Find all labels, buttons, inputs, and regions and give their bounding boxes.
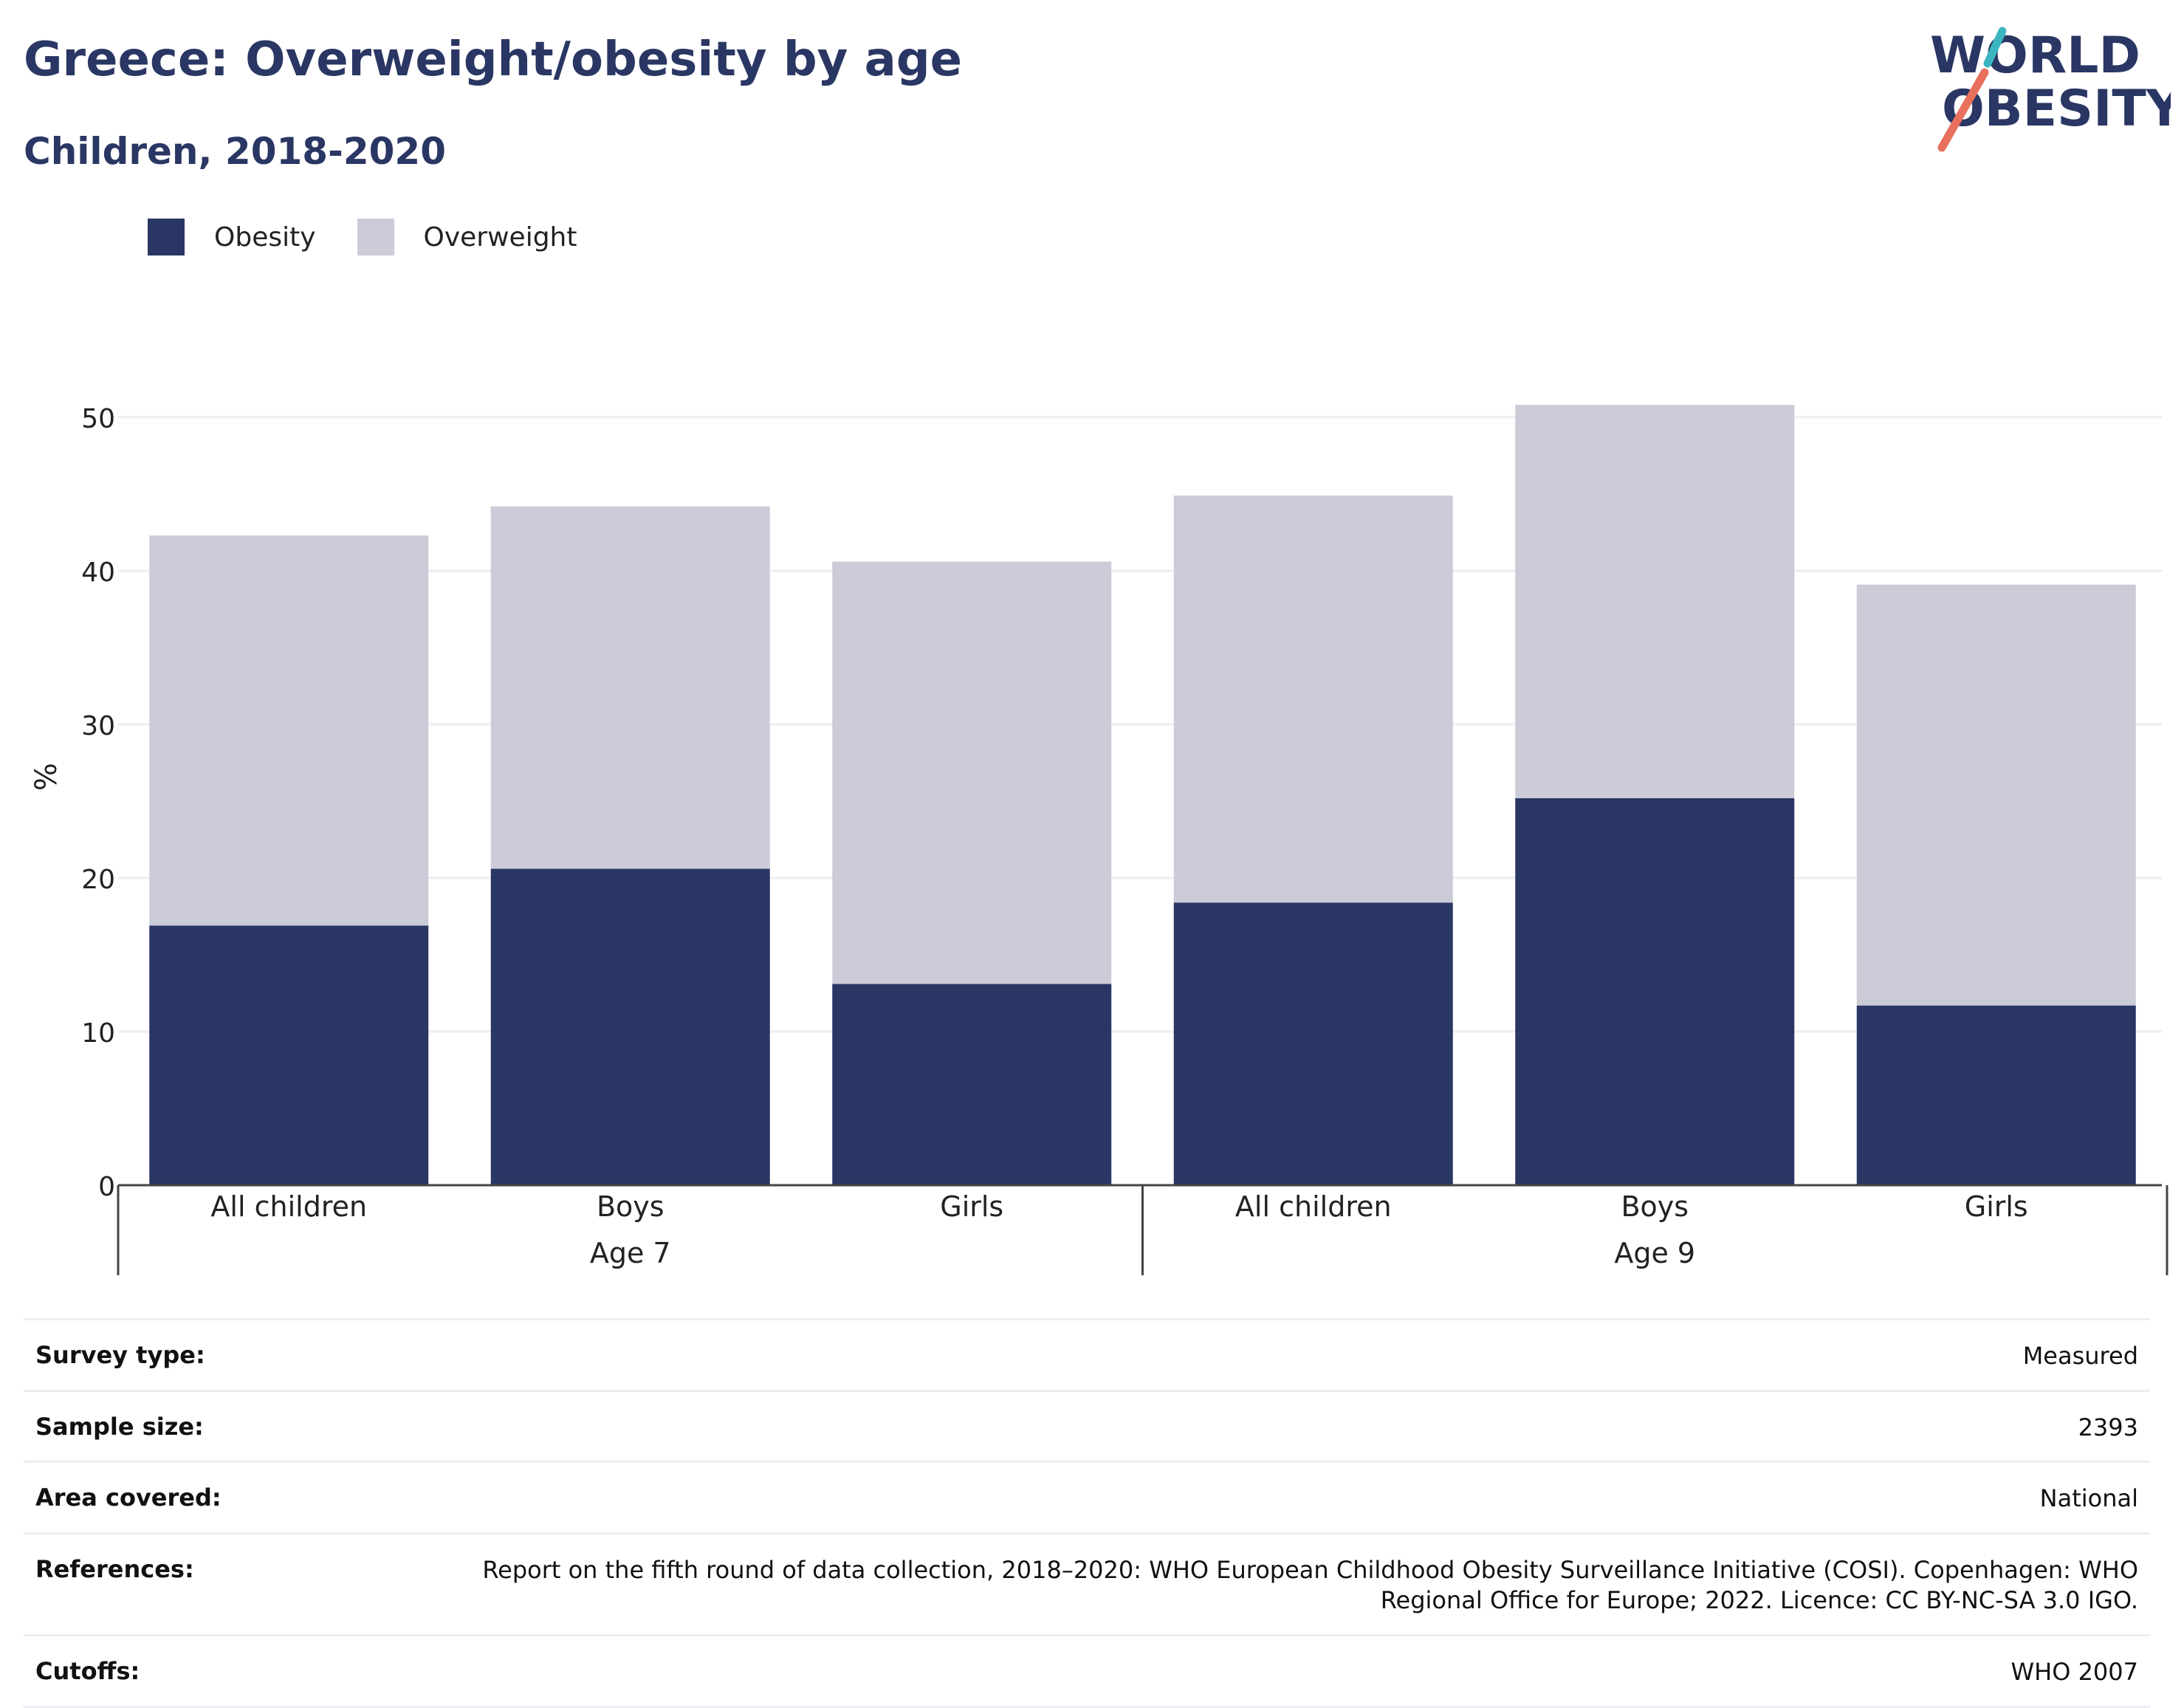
chart-title: Greece: Overweight/obesity by age — [24, 32, 963, 87]
meta-row-sample-size: Sample size: 2393 — [24, 1389, 2150, 1461]
x-tick-label: Boys — [597, 1190, 665, 1223]
legend-label-overweight: Overweight — [423, 222, 577, 253]
meta-label: Area covered: — [35, 1484, 222, 1512]
stacked-bar-chart: 0 10 20 30 40 50 All children Boys Girls All chil… — [30, 404, 2168, 1275]
legend-swatch-overweight — [357, 219, 394, 255]
bar-overweight-5 — [1856, 584, 2136, 1006]
meta-label: Cutoffs: — [35, 1656, 140, 1685]
legend-item-overweight: Overweight — [357, 219, 577, 255]
world-obesity-logo: WORLD OBESITY — [1930, 27, 2171, 152]
bar-overweight-2 — [832, 561, 1112, 984]
logo-slash-teal — [1983, 27, 2007, 68]
meta-value: Report on the fifth round of data collec… — [482, 1555, 2138, 1615]
logo-slash-coral — [1937, 68, 1989, 152]
y-tick-label: 50 — [81, 404, 115, 434]
y-axis-label: % — [30, 763, 63, 791]
metadata-table: Survey type: Measured Sample size: 2393 … — [24, 1318, 2150, 1708]
x-tick-label: Girls — [940, 1190, 1003, 1223]
bar-obesity-0 — [149, 925, 429, 1185]
y-tick-label: 20 — [81, 865, 115, 895]
y-tick-label: 10 — [81, 1018, 115, 1049]
logo-line-1: WORLD — [1930, 27, 2140, 85]
x-tick-label: Girls — [1965, 1190, 2028, 1223]
y-tick-label: 40 — [81, 558, 115, 588]
meta-value: National — [2039, 1484, 2138, 1513]
meta-row-area-covered: Area covered: National — [24, 1461, 2150, 1532]
group-label: Age 9 — [1614, 1237, 1695, 1269]
chart-subtitle: Children, 2018-2020 — [24, 130, 446, 173]
legend-swatch-obesity — [148, 219, 185, 255]
meta-label: Sample size: — [35, 1412, 204, 1441]
meta-row-references: References: Report on the fifth round of… — [24, 1532, 2150, 1634]
bar-overweight-4 — [1515, 405, 1795, 798]
group-label: Age 7 — [590, 1237, 671, 1269]
bar-overweight-0 — [149, 535, 429, 926]
y-tick-label: 0 — [98, 1172, 115, 1202]
bar-obesity-3 — [1173, 902, 1453, 1185]
logo-line-2: OBESITY — [1942, 80, 2171, 138]
chart-legend: Obesity Overweight — [148, 219, 618, 255]
meta-value: Measured — [2022, 1342, 2138, 1370]
meta-row-cutoffs: Cutoffs: WHO 2007 — [24, 1633, 2150, 1708]
bar-overweight-1 — [490, 506, 770, 869]
legend-label-obesity: Obesity — [214, 222, 316, 253]
meta-label: Survey type: — [35, 1341, 205, 1369]
y-tick-label: 30 — [81, 711, 115, 741]
meta-value: WHO 2007 — [2010, 1657, 2139, 1686]
x-tick-label: All children — [210, 1190, 367, 1223]
bar-obesity-2 — [832, 984, 1112, 1185]
meta-value: 2393 — [2078, 1413, 2138, 1441]
bar-obesity-5 — [1856, 1005, 2136, 1185]
bar-obesity-1 — [490, 868, 770, 1185]
legend-item-obesity: Obesity — [148, 219, 316, 255]
x-tick-label: Boys — [1621, 1190, 1689, 1223]
bar-overweight-3 — [1173, 495, 1453, 903]
x-tick-label: All children — [1235, 1190, 1392, 1223]
meta-row-survey-type: Survey type: Measured — [24, 1318, 2150, 1390]
bar-obesity-4 — [1515, 798, 1795, 1185]
meta-label: References: — [35, 1554, 194, 1583]
